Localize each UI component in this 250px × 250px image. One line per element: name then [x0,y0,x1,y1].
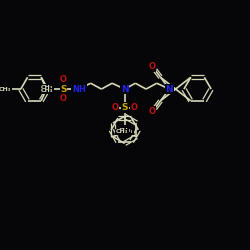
Text: O: O [60,94,67,103]
Text: O: O [148,62,156,71]
Text: N: N [121,84,128,94]
Text: N: N [166,84,173,94]
Text: CH₃: CH₃ [0,86,12,92]
Text: CH₃: CH₃ [41,88,53,94]
Text: CH₃: CH₃ [116,129,128,134]
Text: S: S [122,103,128,112]
Text: CH₃: CH₃ [118,128,131,133]
Text: O: O [131,103,138,112]
Text: O: O [148,107,156,116]
Text: CH₃: CH₃ [121,129,134,134]
Text: O: O [60,75,67,84]
Text: CH₃: CH₃ [41,85,53,90]
Text: O: O [112,103,118,112]
Text: S: S [60,84,67,94]
Text: NH: NH [72,84,86,94]
